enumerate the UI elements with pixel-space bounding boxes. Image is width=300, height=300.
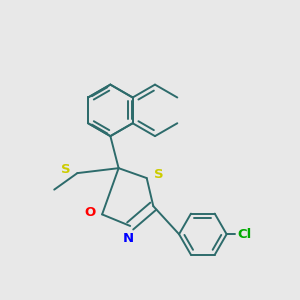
Text: S: S <box>154 168 164 181</box>
Text: O: O <box>84 206 95 219</box>
Text: S: S <box>61 163 70 176</box>
Text: N: N <box>123 232 134 245</box>
Text: Cl: Cl <box>238 228 252 241</box>
